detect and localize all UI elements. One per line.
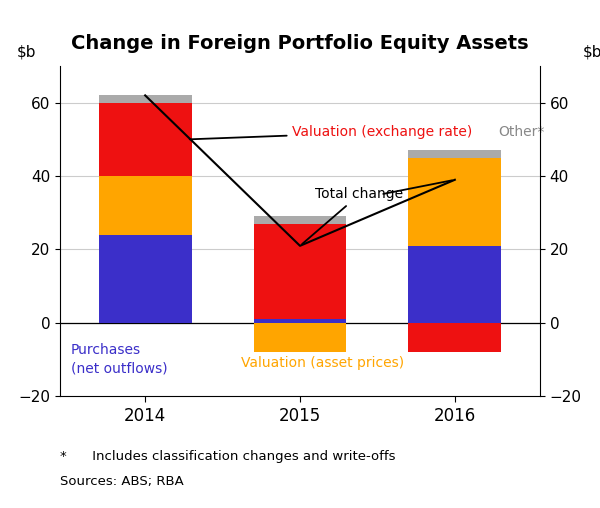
Bar xyxy=(99,176,191,235)
Bar xyxy=(409,323,501,352)
Text: *      Includes classification changes and write-offs: * Includes classification changes and wr… xyxy=(60,450,395,463)
Bar xyxy=(409,246,501,323)
Title: Change in Foreign Portfolio Equity Assets: Change in Foreign Portfolio Equity Asset… xyxy=(71,35,529,53)
Text: Other*: Other* xyxy=(498,125,545,139)
Bar xyxy=(99,235,191,323)
Text: $b: $b xyxy=(17,44,37,59)
Bar xyxy=(409,158,501,246)
Bar xyxy=(254,224,346,319)
Bar xyxy=(99,96,191,103)
Bar xyxy=(254,323,346,352)
Bar xyxy=(254,216,346,224)
Text: Sources: ABS; RBA: Sources: ABS; RBA xyxy=(60,475,184,488)
Text: Purchases
(net outflows): Purchases (net outflows) xyxy=(71,343,167,376)
Text: Valuation (asset prices): Valuation (asset prices) xyxy=(241,356,404,370)
Text: $b: $b xyxy=(583,44,600,59)
Bar xyxy=(254,319,346,323)
Text: Valuation (exchange rate): Valuation (exchange rate) xyxy=(190,125,473,139)
Text: Total change: Total change xyxy=(302,187,404,244)
Bar xyxy=(409,150,501,158)
Bar xyxy=(99,103,191,176)
